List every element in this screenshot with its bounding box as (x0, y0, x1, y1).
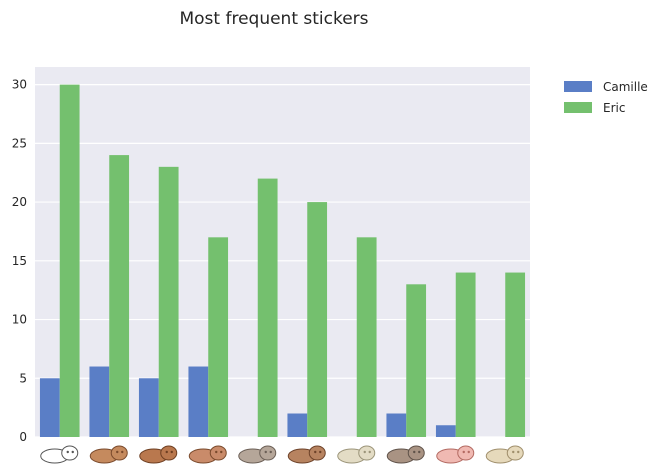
y-tick-label: 20 (12, 195, 27, 209)
legend-swatch-camille (564, 81, 592, 92)
bar-camille-3 (138, 378, 159, 437)
sticker-7-icon (337, 445, 376, 464)
sticker-8-icon (386, 445, 425, 464)
y-tick-label: 5 (19, 371, 27, 385)
sticker-labels (40, 445, 524, 464)
bar-eric-10 (505, 272, 526, 437)
y-axis: 0 5 10 15 20 25 30 (12, 78, 27, 444)
sticker-4-icon (188, 445, 227, 464)
legend-label-camille: Camille (603, 80, 648, 94)
y-tick-label: 0 (19, 430, 27, 444)
y-tick-label: 10 (12, 313, 27, 327)
bar-camille-1 (39, 378, 60, 437)
legend-label-eric: Eric (603, 101, 625, 115)
legend-swatch-eric (564, 102, 592, 113)
sticker-2-icon (89, 445, 128, 464)
bar-eric-6 (307, 202, 328, 437)
sticker-1-icon (40, 445, 79, 464)
bar-eric-4 (208, 237, 229, 437)
bar-eric-2 (109, 155, 130, 437)
bar-eric-7 (356, 237, 377, 437)
bar-eric-3 (158, 166, 179, 438)
bar-eric-8 (406, 284, 427, 437)
sticker-6-icon (287, 445, 326, 464)
y-tick-label: 15 (12, 254, 27, 268)
chart-title: Most frequent stickers (179, 9, 368, 29)
sticker-5-icon (238, 445, 277, 464)
sticker-10-icon (485, 445, 524, 464)
bar-eric-9 (455, 272, 476, 437)
y-tick-label: 25 (12, 136, 27, 150)
bar-camille-6 (287, 413, 308, 437)
bar-camille-4 (188, 366, 209, 437)
sticker-9-icon (436, 445, 475, 464)
bar-eric-1 (59, 84, 80, 437)
sticker-3-icon (139, 445, 178, 464)
legend: Camille Eric (564, 80, 648, 115)
bar-eric-5 (257, 178, 278, 438)
bar-camille-8 (386, 413, 407, 437)
bars (39, 84, 526, 438)
bar-camille-9 (435, 425, 456, 437)
y-tick-label: 30 (12, 78, 27, 92)
bar-camille-2 (89, 366, 110, 437)
